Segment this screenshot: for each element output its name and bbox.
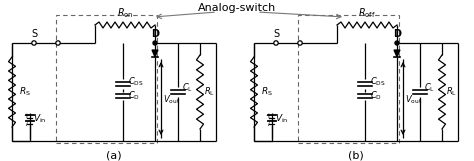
Text: $C_\mathsf{DS}$: $C_\mathsf{DS}$	[128, 76, 144, 88]
Text: $R_\mathsf{on}$: $R_\mathsf{on}$	[117, 6, 133, 20]
Circle shape	[153, 41, 157, 45]
Bar	[56, 15, 157, 143]
Polygon shape	[394, 50, 400, 57]
Text: $R_\mathsf{L}$: $R_\mathsf{L}$	[204, 86, 215, 98]
Polygon shape	[152, 50, 158, 57]
Circle shape	[32, 41, 36, 45]
Text: $V_\mathsf{in}$: $V_\mathsf{in}$	[275, 113, 289, 125]
Text: i: i	[26, 122, 27, 127]
Circle shape	[274, 41, 278, 45]
Text: $V_\mathsf{out}$: $V_\mathsf{out}$	[163, 94, 180, 106]
Text: $C_\mathsf{D}$: $C_\mathsf{D}$	[128, 90, 140, 102]
Text: Analog-switch: Analog-switch	[198, 3, 276, 13]
Circle shape	[395, 41, 399, 45]
Text: $C_\mathsf{DS}$: $C_\mathsf{DS}$	[370, 76, 386, 88]
Text: +: +	[23, 113, 29, 119]
Text: $R_\mathsf{S}$: $R_\mathsf{S}$	[19, 86, 31, 98]
Text: $C_\mathsf{D}$: $C_\mathsf{D}$	[370, 90, 382, 102]
Text: S: S	[31, 29, 37, 39]
Text: $V_\mathsf{in}$: $V_\mathsf{in}$	[33, 113, 46, 125]
Bar	[298, 15, 399, 143]
Text: (a): (a)	[106, 150, 122, 160]
Text: $R_\mathsf{L}$: $R_\mathsf{L}$	[446, 86, 457, 98]
Text: D: D	[151, 29, 159, 39]
Text: D: D	[393, 29, 401, 39]
Circle shape	[56, 41, 60, 45]
Text: +: +	[265, 113, 271, 119]
Text: (b): (b)	[348, 150, 364, 160]
Text: $R_\mathsf{off}$: $R_\mathsf{off}$	[358, 6, 376, 20]
Text: i: i	[268, 122, 269, 127]
Text: $C_\mathsf{L}$: $C_\mathsf{L}$	[182, 82, 193, 94]
Text: $C_\mathsf{L}$: $C_\mathsf{L}$	[424, 82, 435, 94]
Circle shape	[298, 41, 302, 45]
Text: S: S	[273, 29, 279, 39]
Text: $V_\mathsf{out}$: $V_\mathsf{out}$	[405, 94, 422, 106]
Text: $R_\mathsf{S}$: $R_\mathsf{S}$	[261, 86, 273, 98]
